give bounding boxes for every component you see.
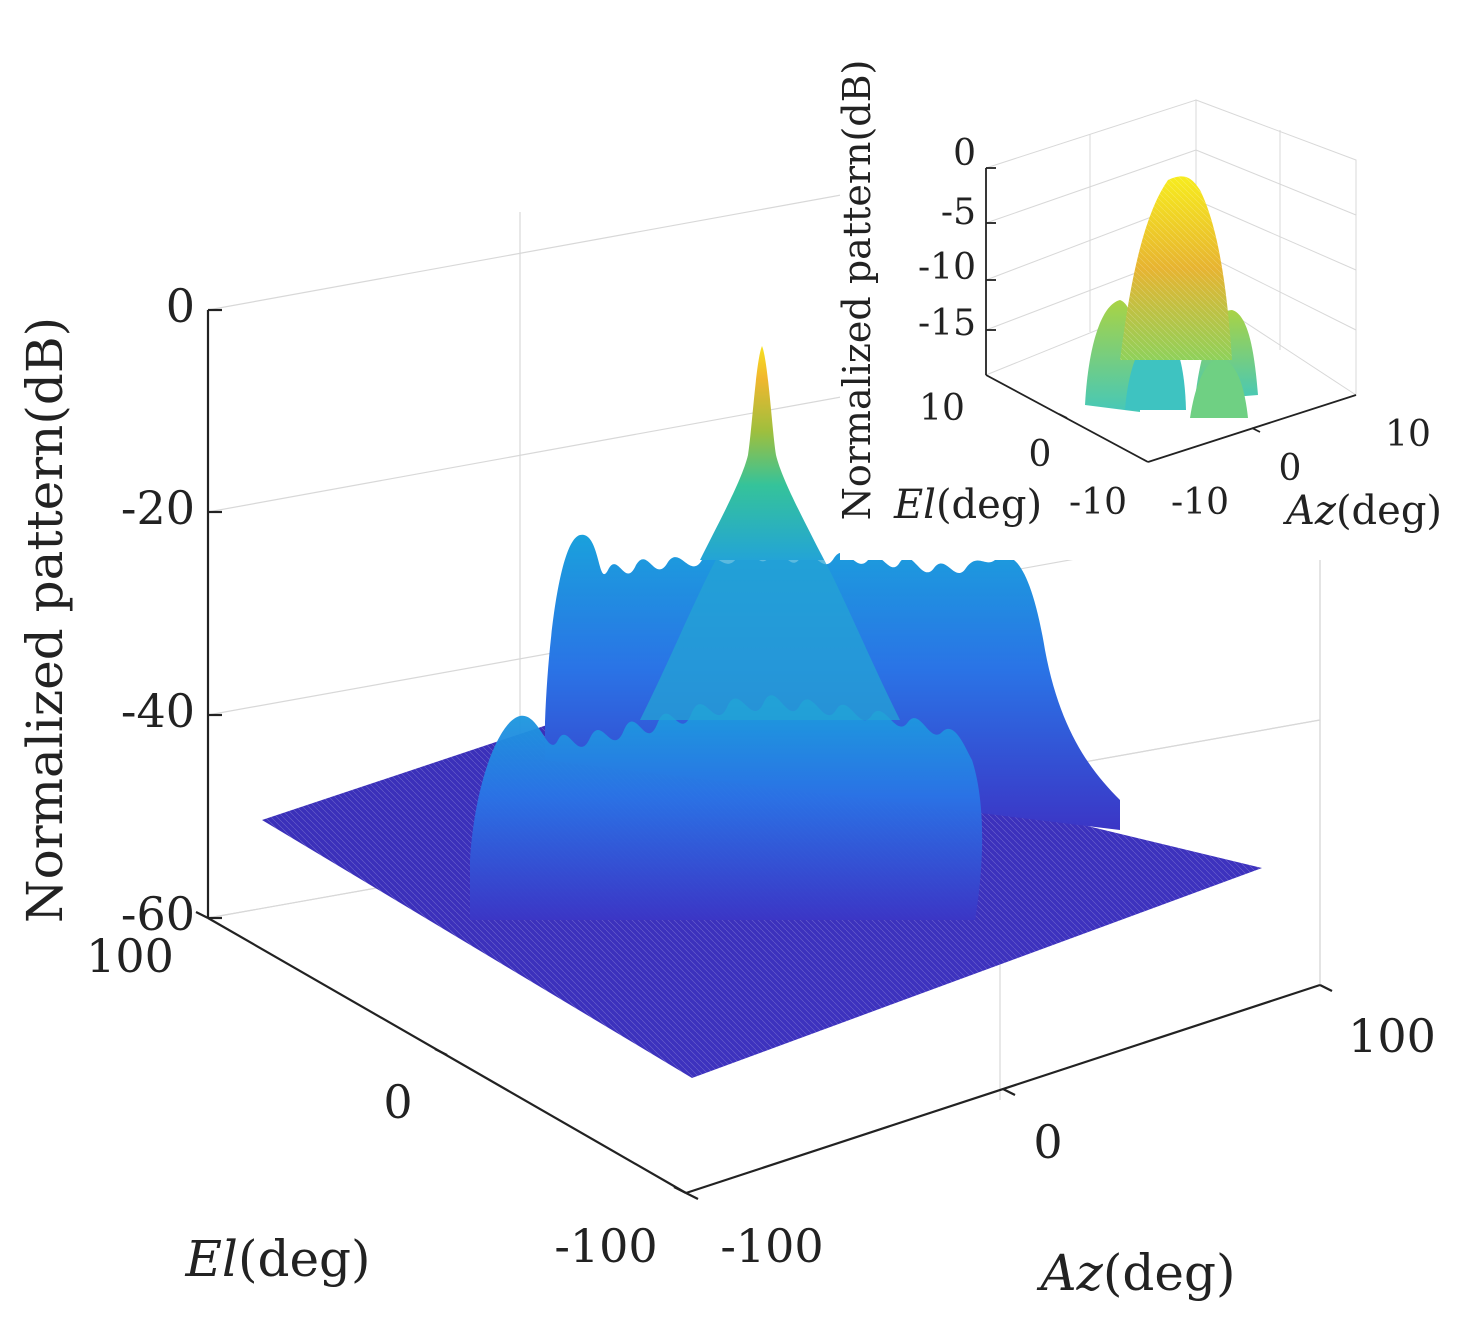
inset-az-tick-label: 10 — [1385, 414, 1431, 455]
inset-el-tick-label: 0 — [1029, 434, 1052, 475]
inset-main-lobe-mesh — [1120, 176, 1232, 360]
z-tick-label: 0 — [166, 279, 195, 333]
inset-el-tick-label: 10 — [919, 388, 965, 429]
az-tick-label: -100 — [720, 1219, 823, 1273]
surface-main-lobe — [700, 346, 824, 560]
az-axis-label: Az(deg) — [1036, 1244, 1235, 1302]
inset-az-tick-label: -10 — [1171, 482, 1229, 523]
inset-az-axis-label: Az(deg) — [1282, 488, 1442, 534]
z-axis-label: Normalized pattern(dB) — [16, 317, 74, 923]
inset-z-axis-label: Normalized pattern(dB) — [835, 60, 879, 521]
inset-el-axis-line — [985, 374, 1149, 463]
az-tick-label: 0 — [1033, 1115, 1062, 1169]
az-tick-label: 100 — [1348, 1009, 1436, 1063]
inset-axes — [985, 167, 1357, 463]
main-axes — [195, 308, 1333, 1200]
z-tick-label: -40 — [121, 684, 195, 738]
inset-az-tick-label: 0 — [1279, 448, 1302, 489]
inset-z-tick-label: -5 — [941, 192, 976, 233]
inset-z-tick-label: -10 — [918, 247, 976, 288]
inset-el-axis-label: El(deg) — [893, 482, 1042, 528]
surface-front-ridge — [470, 695, 983, 920]
inset-z-tick-label: -15 — [918, 303, 976, 344]
el-axis-label: El(deg) — [184, 1230, 370, 1288]
el-axis-line — [207, 917, 687, 1194]
z-tick-label: -20 — [121, 481, 195, 535]
inset-sidelobe — [1190, 358, 1248, 418]
inset-chart: 0 -5 -10 -15 10 0 -10 -10 0 10 Normalize… — [835, 40, 1442, 560]
el-tick-label: 100 — [86, 929, 174, 983]
inset-el-tick-label: -10 — [1069, 482, 1127, 523]
el-tick-label: 0 — [383, 1075, 412, 1129]
main-chart: 0 -20 -40 -60 100 0 -100 -100 0 100 Norm… — [16, 107, 1436, 1302]
el-tick-label: -100 — [554, 1219, 657, 1273]
surface-center-ridge — [640, 520, 900, 720]
z-tick-label: -60 — [121, 887, 195, 941]
inset-z-tick-label: 0 — [953, 133, 976, 174]
